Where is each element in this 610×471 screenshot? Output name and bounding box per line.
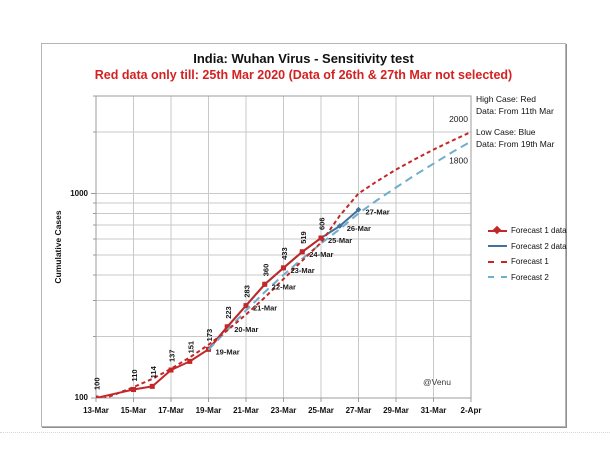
high-case-annotation-line1: High Case: Red <box>476 94 537 104</box>
forecast-annotations: High Case: Red Data: From 11th Mar Low C… <box>476 94 568 150</box>
legend-dashed-line-icon <box>488 260 507 263</box>
data-point-marker <box>243 303 249 309</box>
value-label: 110 <box>130 369 139 381</box>
x-tick-label: 17-Mar <box>158 406 184 415</box>
value-label: 519 <box>299 231 308 244</box>
x-tick-label: 23-Mar <box>270 406 297 415</box>
series-forecast-2 <box>207 140 471 351</box>
value-label: 151 <box>186 341 195 354</box>
series-forecast-1 <box>102 131 471 398</box>
data-point-marker <box>96 395 99 398</box>
legend-label: Forecast 2 data <box>511 241 567 251</box>
date-label: 20-Mar <box>234 325 258 334</box>
legend-item-forecast-1[interactable]: Forecast 1 <box>488 254 567 270</box>
x-tick-label: 15-Mar <box>120 406 147 415</box>
plot-area[interactable]: 100 110 114 137 151 173 223 283 360 433 519 606 19-M… <box>42 44 565 425</box>
chart-title: India: Wuhan Virus - Sensitivity test <box>193 51 414 66</box>
low-case-annotation-line1: Low Case: Blue <box>476 127 536 137</box>
legend-item-forecast-2[interactable]: Forecast 2 <box>488 270 567 286</box>
watermark: @Venu <box>423 377 452 387</box>
chart-legend[interactable]: Forecast 1 data Forecast 2 data Forecast… <box>488 223 567 285</box>
legend-dashed-line-icon <box>488 276 507 279</box>
x-tick-label: 21-Mar <box>233 406 259 415</box>
x-tick-label: 29-Mar <box>383 406 409 415</box>
date-label: 24-Mar <box>309 250 333 259</box>
legend-label: Forecast 1 <box>511 257 549 267</box>
value-label: 137 <box>168 350 177 363</box>
x-tick-label: 2-Apr <box>460 406 482 415</box>
diamond-marker-icon <box>492 226 502 235</box>
date-label: 23-Mar <box>291 266 315 275</box>
series-forecast-1-data <box>96 235 324 398</box>
legend-label: Forecast 1 data <box>511 226 567 236</box>
data-point-marker <box>168 367 174 373</box>
legend-solid-line-icon <box>488 245 507 248</box>
data-point-marker <box>281 265 286 271</box>
date-label: 26-Mar <box>347 224 371 233</box>
data-point-marker <box>149 383 155 389</box>
value-label: 606 <box>318 218 327 231</box>
value-label: 433 <box>280 247 289 260</box>
date-label: 19-Mar <box>216 347 240 356</box>
axes <box>91 95 472 402</box>
high-case-annotation-line2: Data: From 11th Mar <box>476 105 554 116</box>
data-point-marker <box>336 223 343 229</box>
x-tick-label: 19-Mar <box>195 406 222 415</box>
legend-label: Forecast 2 <box>511 272 549 282</box>
date-label: 22-Mar <box>272 282 296 291</box>
value-label: 114 <box>149 365 158 378</box>
chart-subtitle: Red data only till: 25th Mar 2020 (Data … <box>94 68 513 82</box>
date-label: 27-Mar <box>366 208 390 217</box>
x-tick-label: 25-Mar <box>308 406 334 415</box>
value-label: 173 <box>205 329 214 342</box>
gridlines <box>95 95 472 398</box>
legend-item-forecast-1-data[interactable]: Forecast 1 data <box>488 223 567 239</box>
value-label: 223 <box>224 306 233 319</box>
data-point-marker <box>187 358 193 364</box>
date-label: 25-Mar <box>328 236 352 245</box>
legend-line-marker-icon <box>488 226 507 235</box>
forecast-end-value-label: 1800 <box>449 155 468 165</box>
y-tick-label: 100 <box>74 393 88 402</box>
x-tick-label: 13-Mar <box>83 406 109 415</box>
data-point-marker <box>355 206 362 213</box>
x-tick-label: 31-Mar <box>420 406 447 415</box>
legend-item-forecast-2-data[interactable]: Forecast 2 data <box>488 239 567 255</box>
data-point-marker <box>262 281 268 287</box>
data-point-marker <box>299 249 305 255</box>
chart-frame[interactable]: India: Wuhan Virus - Sensitivity test Re… <box>41 43 568 427</box>
y-tick-label: 1000 <box>70 188 88 198</box>
date-label: 21-Mar <box>253 304 277 313</box>
value-label: 283 <box>243 285 252 298</box>
low-case-annotation-line2: Data: From 19th Mar <box>476 138 555 149</box>
sheet-gridline <box>0 432 610 433</box>
x-tick-label: 27-Mar <box>345 406 372 415</box>
value-label: 100 <box>93 377 102 390</box>
data-point-marker <box>131 387 136 393</box>
forecast-end-value-label: 2000 <box>449 114 468 124</box>
data-point-marker <box>318 235 324 241</box>
data-point-marker <box>224 324 230 330</box>
value-label: 360 <box>261 264 270 277</box>
data-labels: 100 110 114 137 151 173 223 283 360 433 519 606 19-M… <box>93 114 469 390</box>
